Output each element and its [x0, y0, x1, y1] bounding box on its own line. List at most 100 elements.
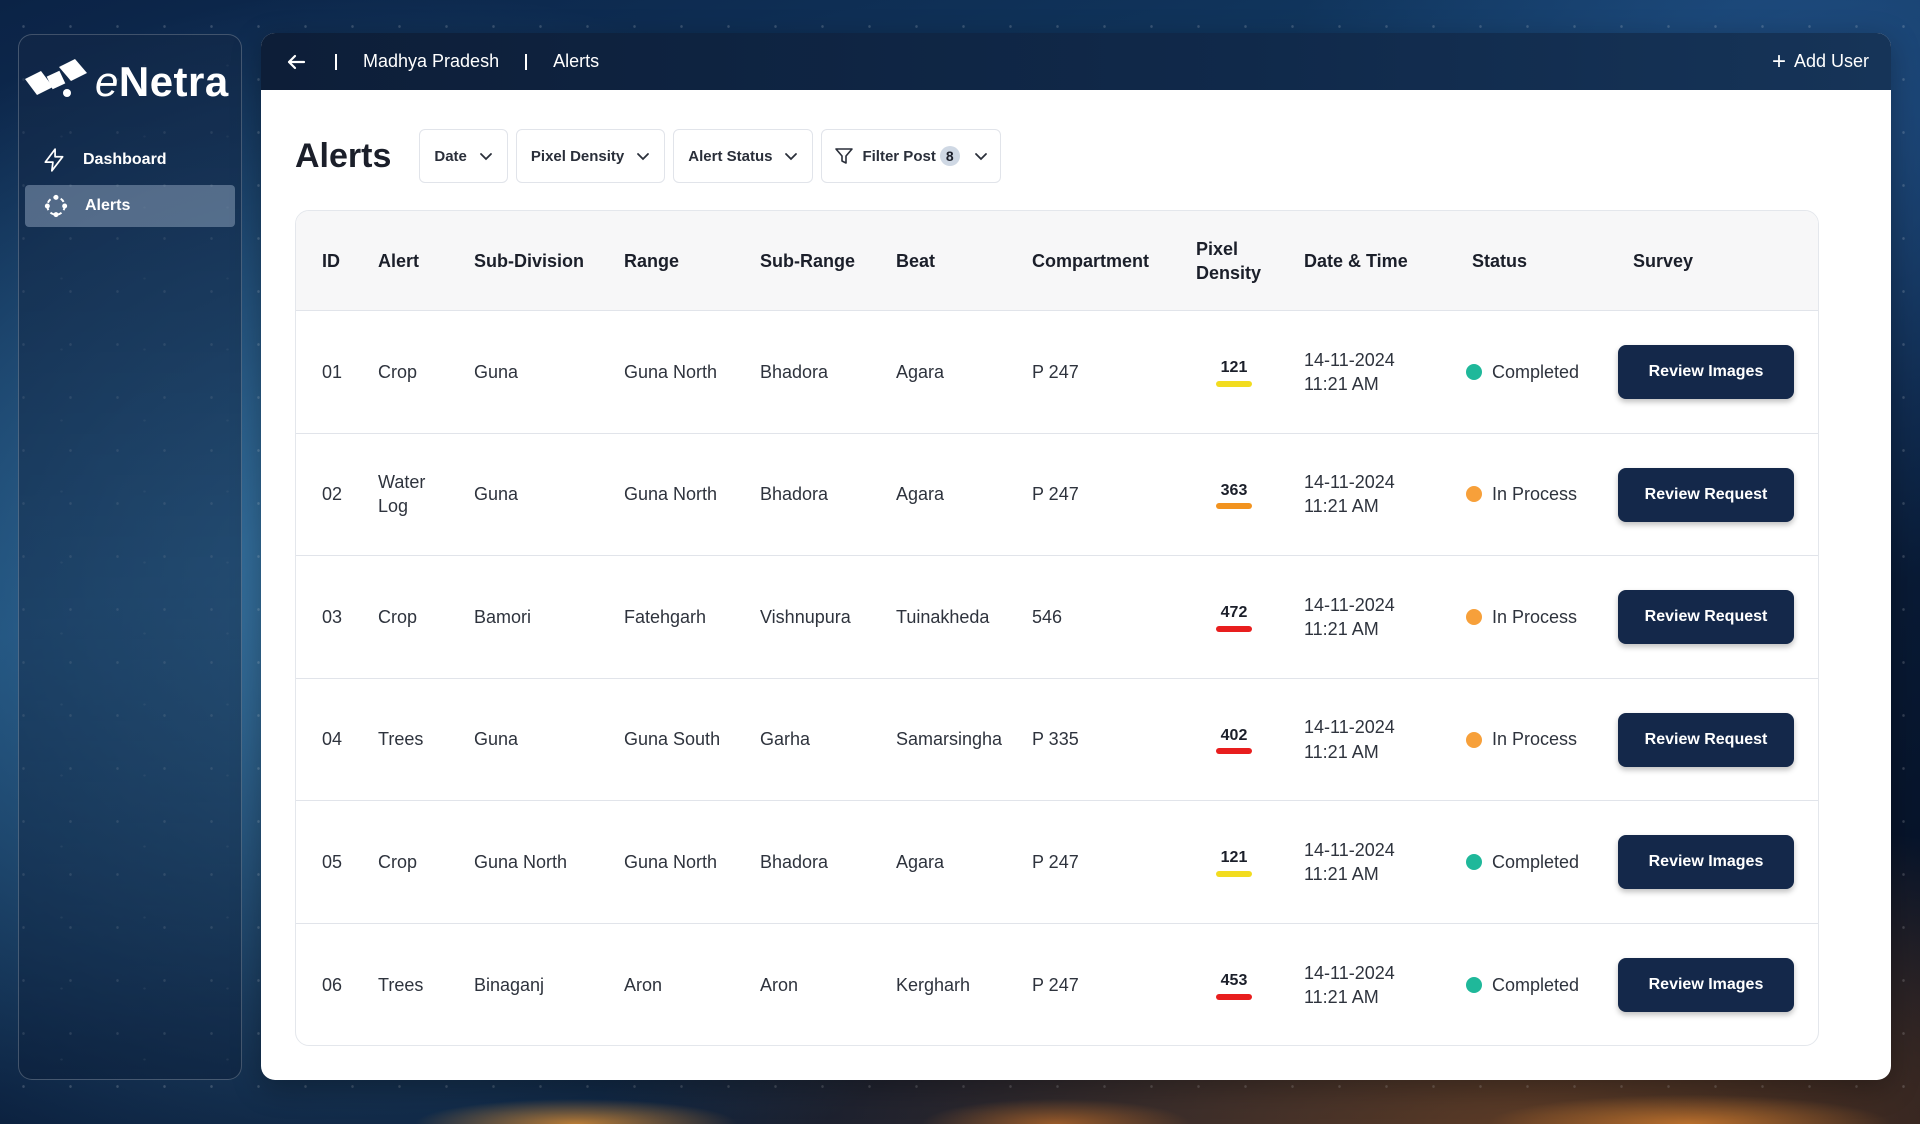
cell-date-time: 14-11-2024 11:21 AM — [1304, 434, 1395, 556]
chevron-down-icon — [785, 153, 798, 161]
review-request-button[interactable]: Review Request — [1618, 590, 1794, 645]
cell-beat: Agara — [896, 852, 945, 873]
cell-compartment: P 247 — [1032, 852, 1079, 873]
review-images-button[interactable]: Review Images — [1618, 835, 1794, 890]
sidebar-item-dashboard[interactable]: Dashboard — [25, 139, 235, 181]
status-label: Completed — [1492, 975, 1580, 996]
cell-sub-division: Bamori — [474, 606, 532, 627]
table-row: 02 Water Log Guna Guna North Bhadora Agara P 2… — [296, 434, 1818, 557]
column-header-compartment[interactable]: Compartment — [1032, 250, 1150, 271]
column-header-status[interactable]: Status — [1472, 250, 1528, 271]
date-value: 14-11-2024 — [1304, 839, 1395, 860]
cell-status: Completed — [1466, 801, 1579, 923]
cell-date-time: 14-11-2024 11:21 AM — [1304, 801, 1395, 923]
cell-compartment: P 247 — [1032, 975, 1079, 996]
cell-beat: Tuinakheda — [896, 606, 990, 627]
cell-sub-range: Bhadora — [760, 484, 829, 505]
cell-id: 03 — [322, 606, 343, 627]
cell-status: Completed — [1466, 311, 1579, 433]
table-body: 01 Crop Guna Guna North Bhadora Agara P 247 121… — [296, 311, 1818, 1045]
alerts-icon — [44, 194, 68, 218]
cell-pixel-density: 453 — [1216, 924, 1252, 1045]
back-button[interactable] — [283, 49, 309, 75]
column-header-alert[interactable]: Alert — [378, 250, 420, 271]
breadcrumb-madhya-pradesh[interactable]: Madhya Pradesh — [363, 51, 500, 71]
table-row: 01 Crop Guna Guna North Bhadora Agara P 247 121… — [296, 311, 1818, 434]
sidebar-item-alerts[interactable]: Alerts — [25, 185, 235, 227]
date-filter[interactable]: Date — [419, 129, 508, 183]
logo[interactable]: eNetra — [23, 57, 229, 107]
date-value: 14-11-2024 — [1304, 594, 1395, 615]
column-header-sub-division[interactable]: Sub-Division — [474, 250, 585, 271]
cell-alert: Water Log — [378, 472, 426, 517]
cell-date-time: 14-11-2024 11:21 AM — [1304, 924, 1395, 1045]
review-request-button[interactable]: Review Request — [1618, 712, 1794, 767]
column-header-sub-range[interactable]: Sub-Range — [760, 250, 856, 271]
date-filter-label: Date — [434, 147, 467, 165]
breadcrumb-separator — [525, 53, 528, 70]
column-header-date-time[interactable]: Date & Time — [1304, 250, 1408, 271]
breadcrumb-separator — [335, 53, 337, 70]
column-header-id[interactable]: ID — [322, 250, 340, 271]
review-images-button[interactable]: Review Images — [1618, 957, 1794, 1012]
cell-range: Guna North — [624, 361, 718, 382]
column-header-beat[interactable]: Beat — [896, 250, 936, 271]
cell-range: Guna North — [624, 852, 718, 873]
status-dot-icon — [1466, 731, 1482, 748]
cell-status: In Process — [1466, 434, 1577, 556]
review-request-button[interactable]: Review Request — [1618, 467, 1794, 522]
chevron-down-icon — [637, 153, 650, 161]
arrow-left-icon — [287, 54, 306, 69]
cell-sub-division: Binaganj — [474, 975, 545, 996]
topbar: Madhya Pradesh Alerts + Add User — [261, 33, 1891, 90]
cell-beat: Agara — [896, 484, 945, 505]
pixel-density-bar — [1216, 625, 1252, 632]
column-header-range[interactable]: Range — [624, 250, 680, 271]
filter-post-button[interactable]: Filter Post 8 — [821, 129, 1001, 183]
chevron-down-icon — [479, 153, 492, 161]
pixel-density-value: 453 — [1220, 972, 1248, 990]
date-value: 14-11-2024 — [1304, 472, 1395, 493]
logo-text-e: e — [95, 58, 119, 105]
cell-pixel-density: 402 — [1216, 679, 1252, 801]
cell-status: In Process — [1466, 679, 1577, 801]
status-label: Completed — [1492, 361, 1580, 382]
cell-sub-range: Bhadora — [760, 361, 829, 382]
cell-compartment: P 247 — [1032, 361, 1079, 382]
chevron-down-icon — [974, 153, 987, 161]
cell-status: In Process — [1466, 556, 1577, 678]
cell-pixel-density: 121 — [1216, 801, 1252, 923]
status-label: Completed — [1492, 852, 1580, 873]
status-dot-icon — [1466, 608, 1482, 625]
sidebar: eNetra Dashboard Alerts — [18, 34, 242, 1080]
cell-id: 04 — [322, 729, 343, 750]
cell-beat: Kergharh — [896, 975, 971, 996]
column-header-survey[interactable]: Survey — [1633, 250, 1694, 271]
add-user-button[interactable]: + Add User — [1772, 49, 1869, 74]
date-value: 14-11-2024 — [1304, 962, 1395, 983]
pixel-density-bar — [1216, 503, 1252, 510]
pixel-density-bar — [1216, 380, 1252, 387]
filter-count-badge: 8 — [939, 146, 960, 166]
table-row: 04 Trees Guna Guna South Garha Samarsingha P 3… — [296, 679, 1818, 802]
cell-alert: Crop — [378, 361, 418, 382]
status-dot-icon — [1466, 854, 1482, 871]
pixel-density-filter[interactable]: Pixel Density — [515, 129, 666, 183]
status-label: In Process — [1492, 606, 1578, 627]
breadcrumb-alerts[interactable]: Alerts — [553, 51, 600, 71]
cell-id: 01 — [322, 361, 343, 382]
cell-sub-division: Guna North — [474, 852, 568, 873]
logo-text: Netra — [118, 58, 229, 105]
cell-range: Aron — [624, 975, 663, 996]
review-images-button[interactable]: Review Images — [1618, 345, 1794, 399]
column-header-pixel-density[interactable]: Pixel Density — [1196, 238, 1262, 283]
status-label: In Process — [1492, 484, 1578, 505]
alert-status-filter-label: Alert Status — [688, 147, 773, 165]
alert-status-filter[interactable]: Alert Status — [673, 129, 814, 183]
page-title: Alerts — [295, 136, 392, 175]
pixel-density-value: 121 — [1220, 849, 1248, 867]
cell-id: 02 — [322, 484, 343, 505]
satellite-icon — [25, 59, 87, 97]
table-row: 05 Crop Guna North Guna North Bhadora Agara P … — [296, 801, 1818, 924]
cell-range: Guna South — [624, 729, 721, 750]
